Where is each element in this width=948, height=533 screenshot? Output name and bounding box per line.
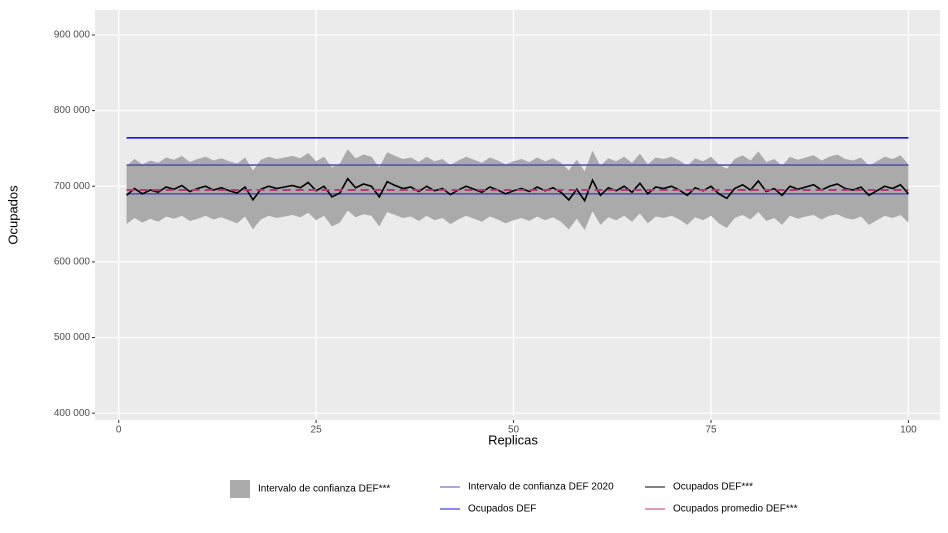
y-tick-label: 500 000	[54, 332, 91, 343]
x-tick-label: 75	[705, 425, 717, 436]
legend-label: Ocupados DEF	[468, 504, 536, 515]
legend-label: Intervalo de confianza DEF***	[258, 484, 390, 495]
y-tick-label: 900 000	[54, 30, 91, 41]
y-tick-label: 800 000	[54, 105, 91, 116]
y-tick-label: 400 000	[54, 408, 91, 419]
x-axis-title: Replicas	[488, 432, 538, 447]
x-tick-label: 25	[311, 425, 323, 436]
x-tick-label: 50	[508, 425, 520, 436]
legend-swatch	[230, 480, 250, 498]
y-tick-label: 700 000	[54, 181, 91, 192]
legend-label: Ocupados promedio DEF***	[673, 504, 798, 515]
x-tick-label: 0	[116, 425, 122, 436]
y-tick-label: 600 000	[54, 257, 91, 268]
x-tick-label: 100	[900, 425, 917, 436]
y-axis-title: Ocupados	[5, 185, 20, 245]
legend-label: Ocupados DEF***	[673, 482, 753, 493]
legend-label: Intervalo de confianza DEF 2020	[468, 482, 614, 493]
